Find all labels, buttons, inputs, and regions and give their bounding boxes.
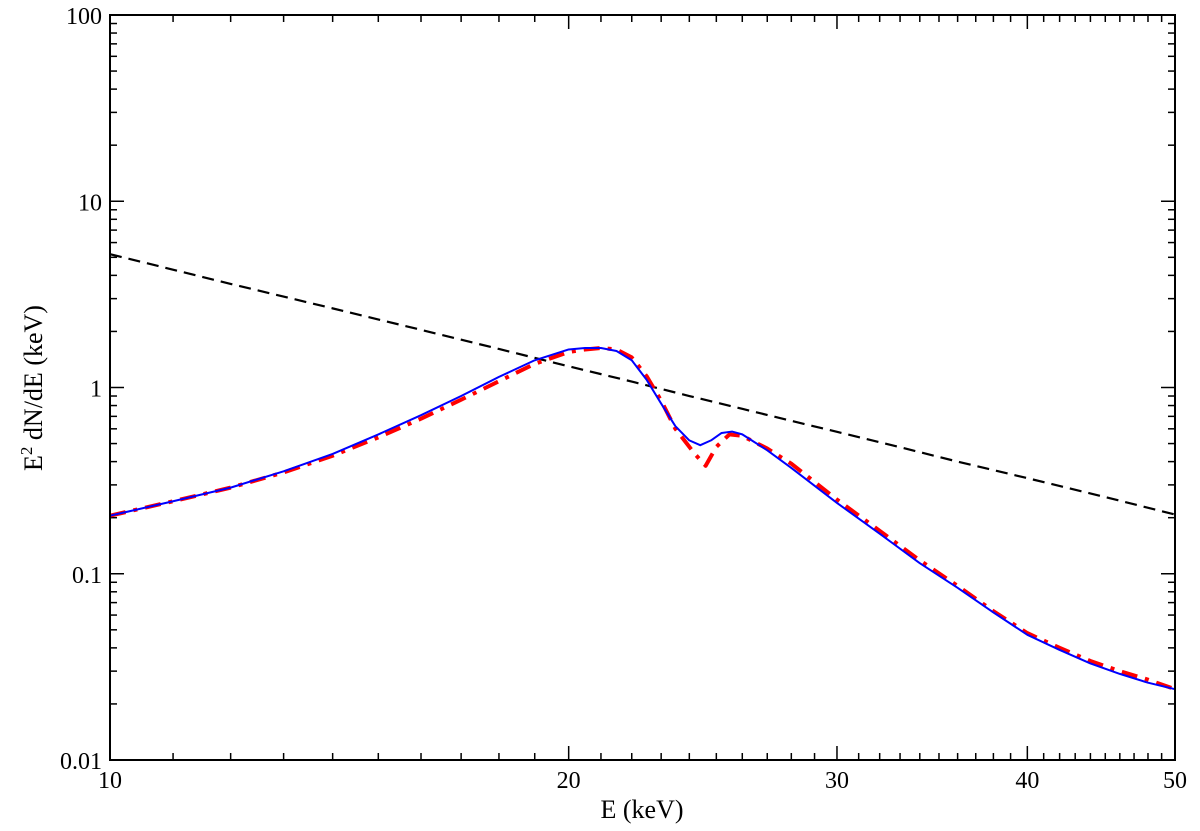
y-axis-label-superscript: 2 xyxy=(17,447,36,456)
series-line-dashed xyxy=(109,253,1176,516)
y-axis-label-suffix: dN/dE (keV) xyxy=(19,305,48,447)
x-axis-label: E (keV) xyxy=(600,795,683,824)
x-tick-label: 20 xyxy=(557,768,581,794)
y-axis-label-prefix: E xyxy=(19,455,48,471)
y-tick-label: 10 xyxy=(78,190,102,216)
tick-labels: 10 20 30 40 50 0.01 0.1 1 10 100 xyxy=(60,4,1187,794)
plot-frame xyxy=(109,14,1176,761)
x-tick-label: 40 xyxy=(1015,768,1039,794)
x-tick-label: 10 xyxy=(98,768,122,794)
x-tick-label: 30 xyxy=(825,768,849,794)
axis-ticks xyxy=(109,14,1176,761)
y-tick-label: 0.01 xyxy=(60,749,102,775)
y-tick-label: 100 xyxy=(66,4,102,30)
series-line-dash-dot xyxy=(109,345,1176,692)
series-line-solid xyxy=(109,346,1176,691)
y-tick-label: 1 xyxy=(90,377,102,403)
series-layer xyxy=(109,253,1176,692)
y-tick-label: 0.1 xyxy=(72,563,102,589)
y-axis-label: E2 dN/dE (keV) xyxy=(17,305,48,471)
x-tick-label: 50 xyxy=(1163,768,1187,794)
